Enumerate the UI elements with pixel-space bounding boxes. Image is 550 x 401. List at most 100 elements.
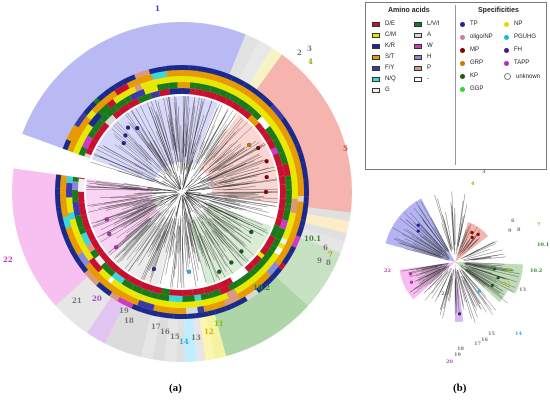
tree-branch (224, 199, 268, 208)
panel-b-specificity-dots (408, 223, 500, 316)
b-tree-branch (458, 229, 467, 252)
alignment-ring-segment (87, 130, 97, 139)
alignment-ring-segment (153, 304, 160, 312)
tree-branch (195, 141, 205, 164)
tree-branch (186, 196, 195, 206)
alignment-ring-segment (137, 93, 152, 104)
alignment-ring-segment (105, 105, 119, 118)
tree-branch (202, 202, 265, 232)
amino-swatch (414, 32, 422, 38)
alignment-ring-segment (146, 78, 159, 88)
alignment-ring-segment (243, 82, 253, 91)
b-clade-label-10.1: 10.1 (537, 242, 550, 248)
alignment-ring-segment (278, 151, 289, 165)
b-tree-branch (424, 271, 448, 301)
alignment-ring-segment (278, 262, 286, 271)
alignment-ring-segment (255, 278, 272, 294)
alignment-ring-segment (78, 178, 85, 192)
alignment-ring-segment (66, 124, 79, 142)
legend-spec-item: GGP (460, 86, 483, 92)
alignment-ring-segment (77, 133, 88, 144)
alignment-ring-segment (72, 176, 80, 182)
alignment-ring-segment (252, 258, 267, 273)
alignment-ring-segment (203, 285, 215, 294)
alignment-ring-segment (279, 184, 286, 199)
alignment-ring-segment (116, 289, 130, 301)
b-tree-branch (465, 267, 499, 287)
tree-branch (205, 128, 240, 166)
b-tree-branch (431, 271, 448, 294)
b-tree-branch (420, 235, 449, 258)
tree-branch (149, 141, 163, 161)
legend-amino-item: - (414, 76, 429, 82)
tree-branch (213, 153, 239, 172)
b-tree-branch (425, 266, 450, 287)
alignment-ring-segment (242, 88, 260, 103)
alignment-ring-segment (78, 177, 85, 180)
alignment-ring-segment (85, 262, 101, 279)
tree-branch (169, 233, 176, 259)
b-clade-label-22: 22 (384, 268, 391, 274)
b-tree-branch (456, 269, 466, 303)
tree-branch (208, 143, 233, 166)
tree-branch (186, 192, 208, 197)
tree-branch (151, 193, 176, 201)
b-tree-branch (456, 281, 460, 317)
tree-branch (116, 227, 149, 263)
alignment-ring-segment (113, 80, 124, 90)
b-tree-branch (421, 218, 447, 251)
b-tree-branch (461, 275, 477, 311)
alignment-ring-segment (158, 88, 171, 97)
tree-branch (218, 218, 242, 232)
tree-branch (226, 196, 278, 203)
b-clade-label-17: 17 (474, 341, 481, 347)
tree-branch (120, 214, 162, 262)
alignment-ring-segment (68, 235, 78, 245)
tree-branch (128, 122, 171, 177)
legend-spec-title: Specificities (478, 7, 519, 14)
alignment-ring-segment (170, 307, 182, 314)
tree-branch (187, 210, 203, 257)
b-clade-label-21: 21 (441, 291, 448, 297)
b-clade-label-15: 15 (488, 331, 495, 337)
spec-label: NP (514, 21, 523, 27)
clade-label-17: 17 (151, 322, 161, 331)
b-specificity-dot (408, 272, 413, 276)
spec-label: GGP (470, 86, 484, 92)
b-tree-branch (471, 273, 493, 288)
tree-branch (159, 194, 178, 206)
b-tree-branch (415, 266, 442, 277)
tree-branch (109, 163, 142, 178)
amino-swatch (372, 76, 380, 82)
alignment-ring-segment (300, 161, 309, 180)
legend-spec-item: TP (460, 21, 478, 27)
alignment-ring-segment (277, 244, 291, 261)
alignment-ring-segment (72, 190, 79, 203)
tree-branch (134, 142, 151, 161)
tree-branch (218, 152, 235, 165)
tree-branch (131, 209, 154, 223)
tree-branch (221, 145, 263, 169)
tree-branch (163, 168, 181, 190)
alignment-ring-segment (218, 89, 229, 98)
tree-branch (167, 196, 178, 207)
legend-spec-item: oligo/NP (460, 34, 493, 40)
clade-label-15: 15 (170, 332, 180, 341)
alignment-ring-segment (204, 72, 216, 81)
amino-swatch (372, 43, 380, 49)
tree-branch (124, 224, 151, 252)
alignment-ring-segment (264, 235, 276, 249)
tree-branch (186, 191, 201, 194)
tree-branch (148, 131, 173, 176)
clade-label-11: 11 (214, 319, 224, 328)
b-clade-label-16: 16 (481, 337, 488, 343)
b-tree-branch (464, 275, 487, 305)
spec-label: oligo/NP (470, 34, 493, 40)
b-tree-branch (471, 257, 492, 261)
alignment-ring-segment (285, 232, 297, 248)
spec-dot (460, 21, 465, 27)
legend-amino-item: A (414, 32, 431, 38)
b-tree-branch (434, 269, 449, 286)
alignment-ring-segment (182, 88, 191, 95)
alignment-ring-segment (126, 80, 136, 89)
